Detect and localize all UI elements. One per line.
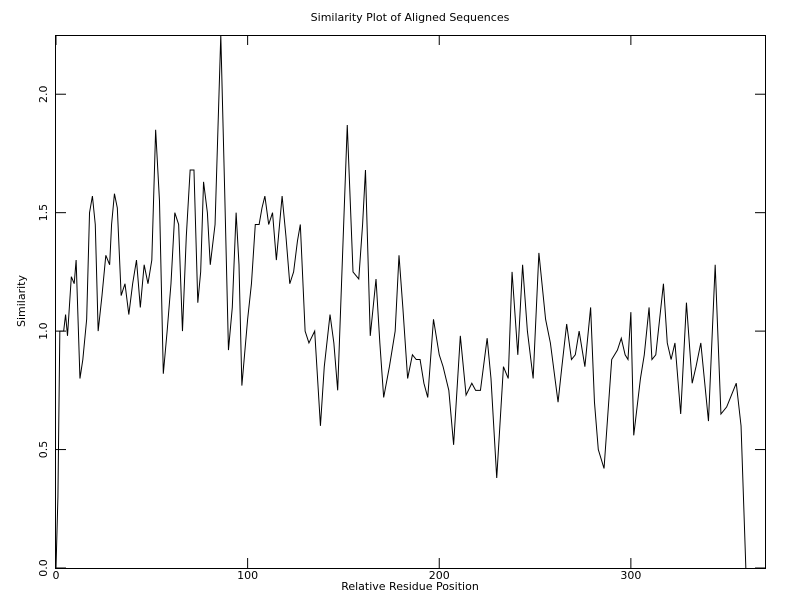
y-tick-label: 0.0 (37, 559, 50, 577)
x-tick-label: 0 (53, 569, 60, 582)
y-axis-label: Similarity (15, 275, 28, 327)
similarity-line (55, 34, 747, 569)
x-tick-label: 100 (237, 569, 258, 582)
y-tick-label: 1.0 (37, 322, 50, 340)
y-tick-label: 0.5 (37, 441, 50, 459)
y-tick-label: 1.5 (37, 204, 50, 222)
x-axis-label: Relative Residue Position (341, 580, 479, 593)
plot-frame (55, 35, 766, 569)
x-tick-label: 200 (429, 569, 450, 582)
chart-title: Similarity Plot of Aligned Sequences (311, 11, 510, 24)
x-tick-label: 300 (620, 569, 641, 582)
y-tick-label: 2.0 (37, 85, 50, 103)
